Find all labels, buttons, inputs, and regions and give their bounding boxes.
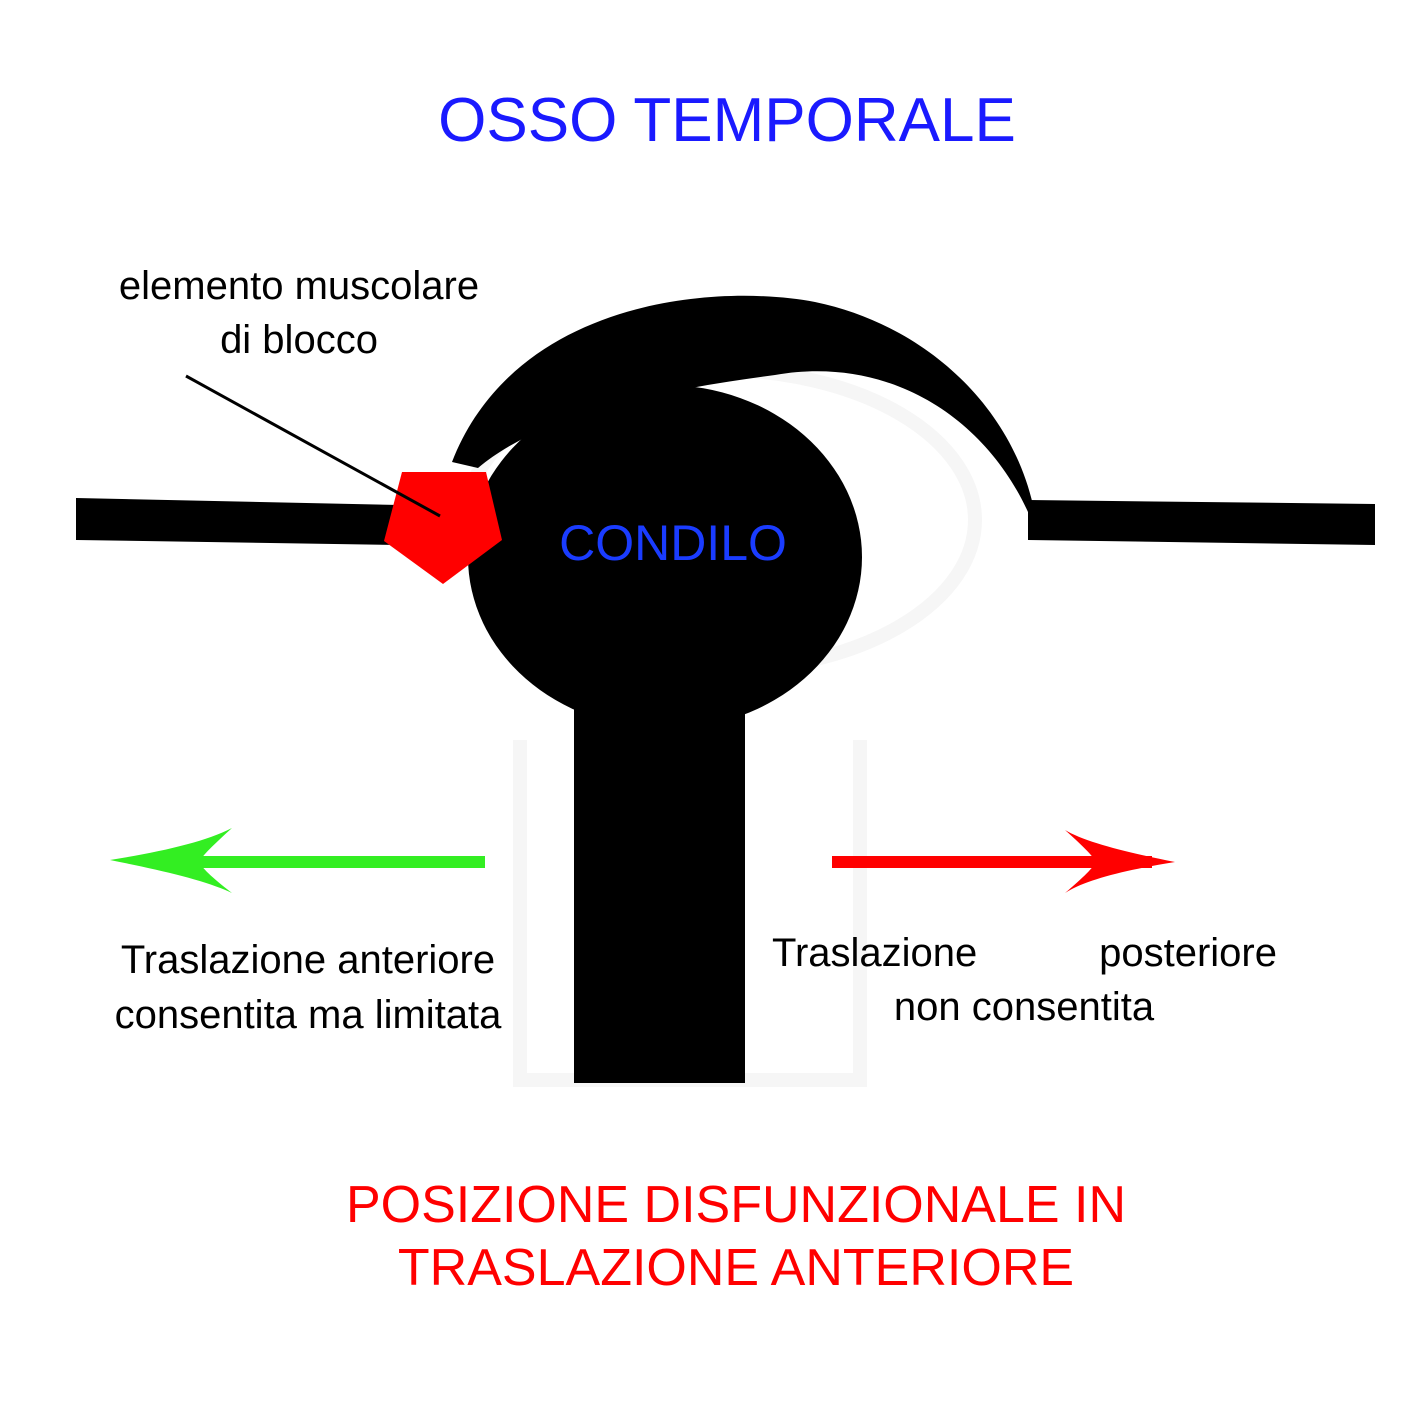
muscle-pointer-line [185,374,441,518]
muscle-label-line2: di blocco [220,318,378,362]
posterior-arrow [832,830,1175,893]
caption-line2: TRASLAZIONE ANTERIORE [398,1239,1074,1297]
condyle-label: CONDILO [559,515,787,571]
temporal-bone-right [1028,500,1375,545]
temporal-bone-left [76,498,400,545]
anterior-arrow [110,828,485,893]
posterior-label-word1: Traslazione [772,931,977,975]
title: OSSO TEMPORALE [438,86,1016,155]
condyle-head [468,385,862,729]
posterior-label-line2: non consentita [894,985,1155,1029]
anterior-label-line2: consentita ma limitata [115,993,503,1037]
anterior-label-line1: Traslazione anteriore [121,938,495,982]
articular-fossa-arc [452,295,1033,512]
condyle-neck [574,700,745,1083]
posterior-label-word2: posteriore [1099,931,1277,975]
muscle-label-line1: elemento muscolare [119,264,479,308]
caption-line1: POSIZIONE DISFUNZIONALE IN [346,1176,1126,1234]
